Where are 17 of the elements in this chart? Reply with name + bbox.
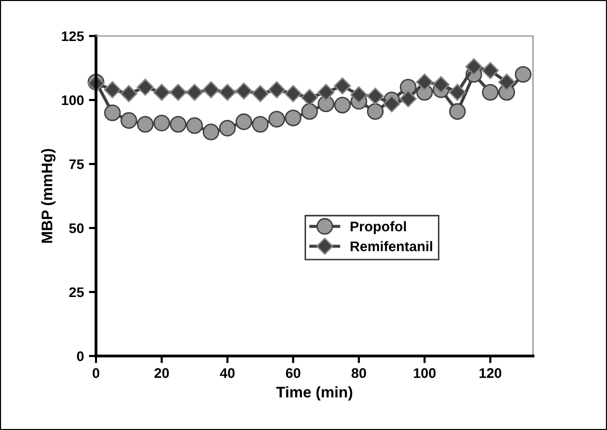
x-tick-label: 40 (220, 368, 235, 378)
y-tick-label: 100 (62, 95, 84, 106)
x-tick-label: 60 (286, 368, 300, 378)
x-tick-label: 120 (480, 368, 502, 378)
x-tick-label: 80 (352, 368, 366, 378)
y-tick-label: 125 (62, 31, 84, 42)
y-tick-label: 0 (77, 351, 84, 362)
x-tick-label: 20 (154, 368, 169, 378)
legend-label: Remifentanil (350, 241, 432, 252)
legend-label: Propofol (350, 221, 406, 234)
y-axis-title: MBP (mmHg) (41, 148, 56, 243)
y-tick-label: 50 (69, 223, 84, 234)
x-tick-label: 0 (92, 368, 100, 378)
y-tick-label: 75 (69, 159, 84, 170)
x-axis-title: Time (min) (276, 386, 352, 401)
y-tick-label: 25 (69, 287, 84, 298)
x-tick-label: 100 (414, 368, 436, 378)
